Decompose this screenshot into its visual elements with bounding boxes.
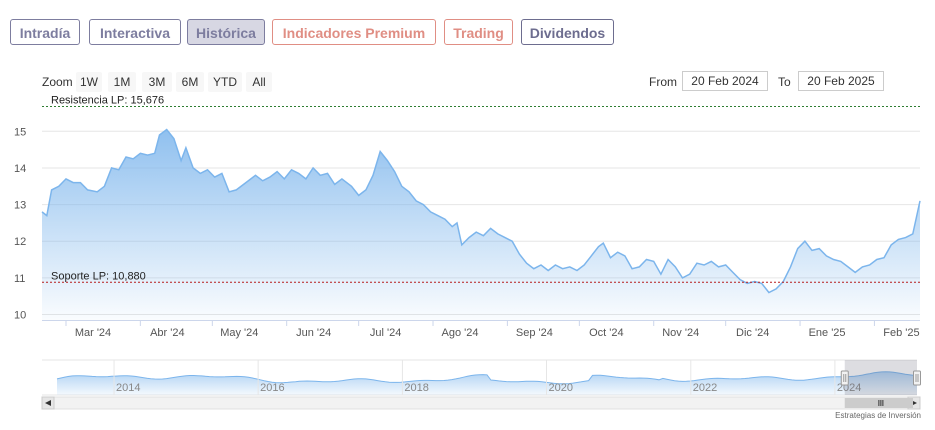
navigator-area (57, 371, 917, 395)
series-line (41, 128, 921, 294)
x-tick-label: May '24 (220, 327, 258, 339)
arrow-left-icon (45, 400, 51, 406)
tab-dividendos[interactable]: Dividendos (521, 19, 614, 45)
y-tick-label: 12 (14, 236, 26, 248)
x-tick-label: Jul '24 (370, 327, 401, 339)
navigator-selection[interactable] (844, 360, 917, 395)
navigator-line (56, 371, 918, 385)
y-tick-label: 14 (14, 163, 26, 175)
zoom-button-ytd[interactable]: YTD (208, 72, 242, 92)
x-tick-label: Dic '24 (736, 327, 769, 339)
navigator-year-label: 2014 (116, 382, 140, 394)
navigator-left-handle[interactable] (840, 370, 849, 386)
navigator-year-label: 2016 (260, 382, 284, 394)
series-area-fill (42, 129, 920, 320)
from-label: From (649, 75, 677, 89)
navigator-year-label: 2020 (549, 382, 573, 394)
tab-trading[interactable]: Trading (444, 19, 513, 45)
navigator[interactable]: 2014 2016 2018 2020 2022 2024 (42, 359, 921, 396)
x-tick-label: Abr '24 (150, 327, 185, 339)
y-tick-label: 13 (14, 200, 26, 212)
series-area (41, 128, 921, 320)
x-tick-label: Jun '24 (296, 327, 331, 339)
x-tick-label: Ago '24 (442, 327, 479, 339)
x-tick-label: Sep '24 (516, 327, 553, 339)
to-date-input[interactable] (798, 71, 884, 91)
navigator-year-label: 2018 (404, 382, 428, 394)
reference-line-label: Resistencia LP: 15,676 (51, 95, 164, 107)
zoom-button-1m[interactable]: 1M (108, 72, 136, 92)
tab-intradía[interactable]: Intradía (10, 19, 80, 45)
scrollbar[interactable] (41, 396, 921, 410)
x-tick-label: Mar '24 (75, 327, 111, 339)
zoom-button-all[interactable]: All (246, 72, 272, 92)
navigator-year-label: 2022 (693, 382, 717, 394)
from-date-input[interactable] (682, 71, 768, 91)
x-tick-label: Ene '25 (809, 327, 846, 339)
reference-line-label: Soporte LP: 10,880 (51, 270, 146, 282)
to-label: To (778, 75, 791, 89)
y-axis-ticks: 10 11 12 13 14 15 (14, 126, 26, 321)
navigator-right-handle[interactable] (913, 370, 921, 386)
tab-histórica[interactable]: Histórica (187, 19, 265, 45)
reference-lines: Resistencia LP: 15,676 Soporte LP: 10,880 (42, 95, 920, 283)
zoom-button-3m[interactable]: 3M (142, 72, 172, 92)
y-tick-label: 10 (14, 310, 26, 322)
credit-text: Estrategias de Inversión (835, 411, 921, 420)
zoom-button-1w[interactable]: 1W (76, 72, 102, 92)
x-tick-label: Oct '24 (589, 327, 624, 339)
zoom-button-6m[interactable]: 6M (176, 72, 204, 92)
tab-indicadores-premium[interactable]: Indicadores Premium (272, 19, 436, 45)
scrollbar-track[interactable] (41, 396, 921, 410)
y-tick-label: 15 (14, 126, 26, 138)
x-axis-ticks: Mar '24 Abr '24 May '24 Jun '24 Jul '24 Ago '… (42, 320, 920, 339)
zoom-label: Zoom (42, 75, 73, 89)
tab-interactiva[interactable]: Interactiva (89, 19, 181, 45)
x-tick-label: Nov '24 (662, 327, 699, 339)
x-tick-label: Feb '25 (883, 327, 919, 339)
y-tick-label: 11 (14, 273, 25, 285)
